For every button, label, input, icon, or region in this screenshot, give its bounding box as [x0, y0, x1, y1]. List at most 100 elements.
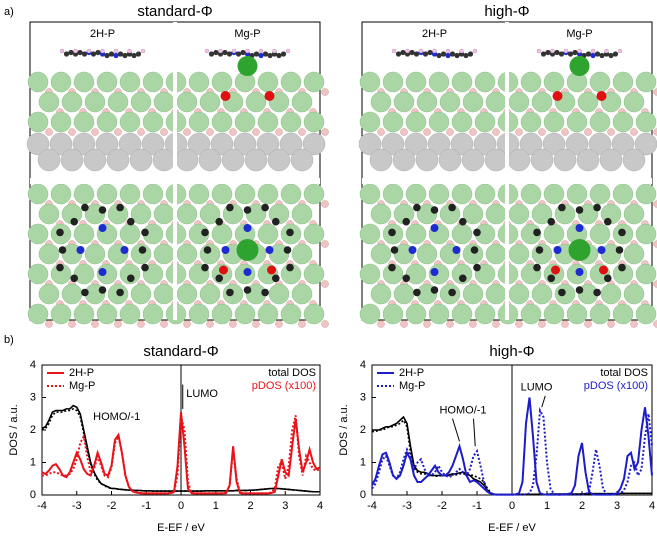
atom [234, 111, 256, 133]
x-tick-label: 0 [178, 500, 184, 512]
y-tick-label: 4 [30, 359, 36, 371]
atom [485, 283, 507, 305]
dos-line [371, 407, 653, 496]
atom [461, 148, 485, 172]
atom [597, 246, 606, 254]
atom [607, 320, 615, 328]
atom [594, 51, 601, 57]
atom [140, 48, 146, 54]
atom [137, 128, 145, 136]
atom [98, 206, 107, 214]
structure-label: 2H-P [422, 28, 447, 40]
atom [543, 223, 565, 245]
atom [584, 128, 592, 136]
atom [515, 128, 523, 136]
x-tick-label: -4 [367, 500, 377, 512]
atom [45, 320, 53, 328]
atom [635, 183, 657, 205]
atom [405, 223, 427, 245]
atom [116, 203, 124, 212]
atom [229, 320, 237, 328]
atom [141, 132, 165, 156]
atom [565, 132, 589, 156]
atom [405, 263, 427, 285]
atom [515, 320, 523, 328]
atom [423, 128, 431, 136]
atom [377, 320, 385, 328]
x-tick-label: 4 [317, 500, 323, 512]
x-tick-label: -3 [72, 500, 82, 512]
y-tick-label: 0 [360, 489, 366, 501]
atom [70, 274, 79, 283]
atom [370, 283, 392, 305]
atom [623, 283, 645, 305]
atom [245, 48, 250, 54]
x-tick-label: 4 [649, 500, 655, 512]
atom [244, 148, 268, 172]
atom [142, 71, 164, 93]
atom [215, 217, 224, 226]
y-tick-label: 0 [30, 489, 36, 501]
atom [226, 51, 233, 57]
atom [188, 303, 210, 325]
atom [448, 288, 456, 297]
annotation-leader [452, 418, 460, 442]
atom [462, 203, 484, 225]
x-tick-label: 1 [213, 500, 219, 512]
atom [391, 48, 397, 54]
atom [405, 48, 410, 54]
atom [286, 263, 294, 272]
atom [61, 91, 83, 113]
atom [552, 91, 563, 101]
atom [370, 91, 392, 113]
atom [290, 148, 314, 172]
atom [430, 268, 439, 276]
atom [428, 303, 450, 325]
atom [285, 48, 291, 54]
atom [261, 288, 269, 297]
atom [561, 128, 569, 136]
atom [538, 128, 546, 136]
atom [257, 71, 279, 93]
atom [83, 148, 107, 172]
atom [561, 320, 569, 328]
atom [416, 91, 438, 113]
atom [451, 223, 473, 245]
atom [142, 111, 164, 133]
atom [436, 52, 442, 59]
atom [206, 128, 214, 136]
atom [63, 51, 70, 57]
atom [303, 183, 325, 205]
atom [45, 128, 53, 136]
atom [430, 206, 439, 214]
atom [77, 49, 83, 56]
atom [593, 203, 601, 212]
atom [467, 51, 474, 57]
atom [439, 91, 461, 113]
atom [430, 224, 439, 232]
atom [117, 51, 124, 57]
atom [608, 52, 614, 59]
atom [206, 320, 214, 328]
atom [176, 283, 198, 305]
chart-title: standard-Φ [143, 343, 218, 360]
atom [382, 183, 404, 205]
atom [275, 128, 283, 136]
atom [96, 71, 118, 93]
atom [359, 223, 381, 245]
atom [566, 111, 588, 133]
y-axis-label: DOS / a.u. [8, 404, 20, 455]
atom [283, 246, 292, 254]
atom [576, 148, 600, 172]
atom [98, 268, 107, 276]
atom [114, 128, 122, 136]
atom [279, 132, 303, 156]
atom [27, 263, 49, 285]
atom [199, 283, 221, 305]
x-axis-label: E-EF / eV [157, 522, 205, 534]
atom [303, 223, 325, 245]
atom [188, 111, 210, 133]
atom [508, 91, 530, 113]
atom [38, 91, 60, 113]
atom [458, 274, 467, 283]
